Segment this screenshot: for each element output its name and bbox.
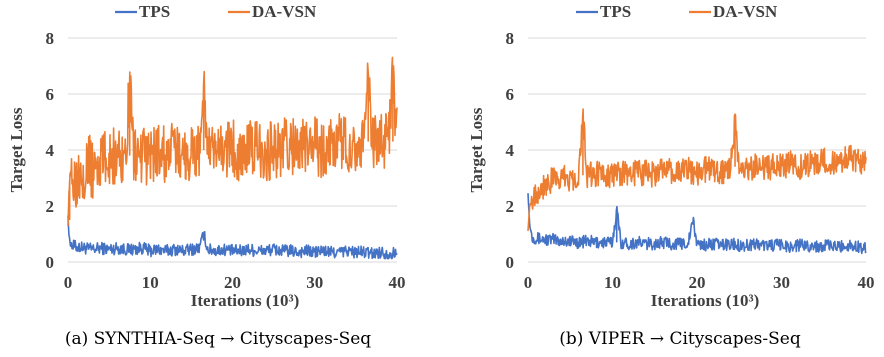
legend-label-da-vsn: DA-VSN	[713, 2, 778, 21]
series-line-da-vsn	[527, 108, 867, 232]
x-axis-label: Iterations (10³)	[191, 291, 300, 310]
x-tick-label: 10	[604, 273, 621, 292]
y-tick-label: 2	[506, 197, 515, 216]
legend-label-tps: TPS	[600, 2, 631, 21]
series-line-tps	[67, 215, 398, 260]
x-tick-label: 10	[142, 273, 159, 292]
x-tick-label: 20	[689, 273, 706, 292]
y-tick-label: 4	[506, 141, 515, 160]
panel-caption: (a) SYNTHIA-Seq → Cityscapes-Seq	[65, 329, 371, 349]
y-tick-label: 2	[46, 197, 55, 216]
series-line-da-vsn	[67, 56, 398, 226]
x-tick-label: 40	[858, 273, 875, 292]
x-tick-label: 30	[773, 273, 790, 292]
y-tick-label: 0	[506, 253, 515, 272]
legend: TPS DA-VSN	[576, 2, 778, 21]
y-tick-label: 8	[46, 29, 55, 48]
y-axis-label: Target Loss	[7, 107, 26, 192]
y-tick-label: 4	[46, 141, 55, 160]
x-tick-label: 40	[389, 273, 406, 292]
x-axis-label: Iterations (10³)	[651, 291, 760, 310]
x-tick-label: 30	[306, 273, 323, 292]
chart-panel-a: 0 2 4 6 8 0 10 20 30 40 Iterations (10³) Target Los…	[7, 2, 406, 349]
x-tick-label: 0	[524, 273, 533, 292]
y-tick-label: 6	[46, 85, 55, 104]
y-tick-label: 6	[506, 85, 515, 104]
legend: TPS DA-VSN	[115, 2, 317, 21]
panel-caption: (b) VIPER → Cityscapes-Seq	[559, 329, 801, 349]
y-axis-label: Target Loss	[467, 107, 486, 192]
x-tick-label: 0	[64, 273, 73, 292]
y-tick-label: 0	[46, 253, 55, 272]
x-tick-label: 20	[224, 273, 241, 292]
chart-panel-b: 0 2 4 6 8 0 10 20 30 40 Iterations (10³) Target Los…	[467, 2, 875, 349]
y-tick-label: 8	[506, 29, 515, 48]
legend-label-da-vsn: DA-VSN	[252, 2, 317, 21]
legend-label-tps: TPS	[139, 2, 170, 21]
series-line-tps	[527, 193, 867, 255]
